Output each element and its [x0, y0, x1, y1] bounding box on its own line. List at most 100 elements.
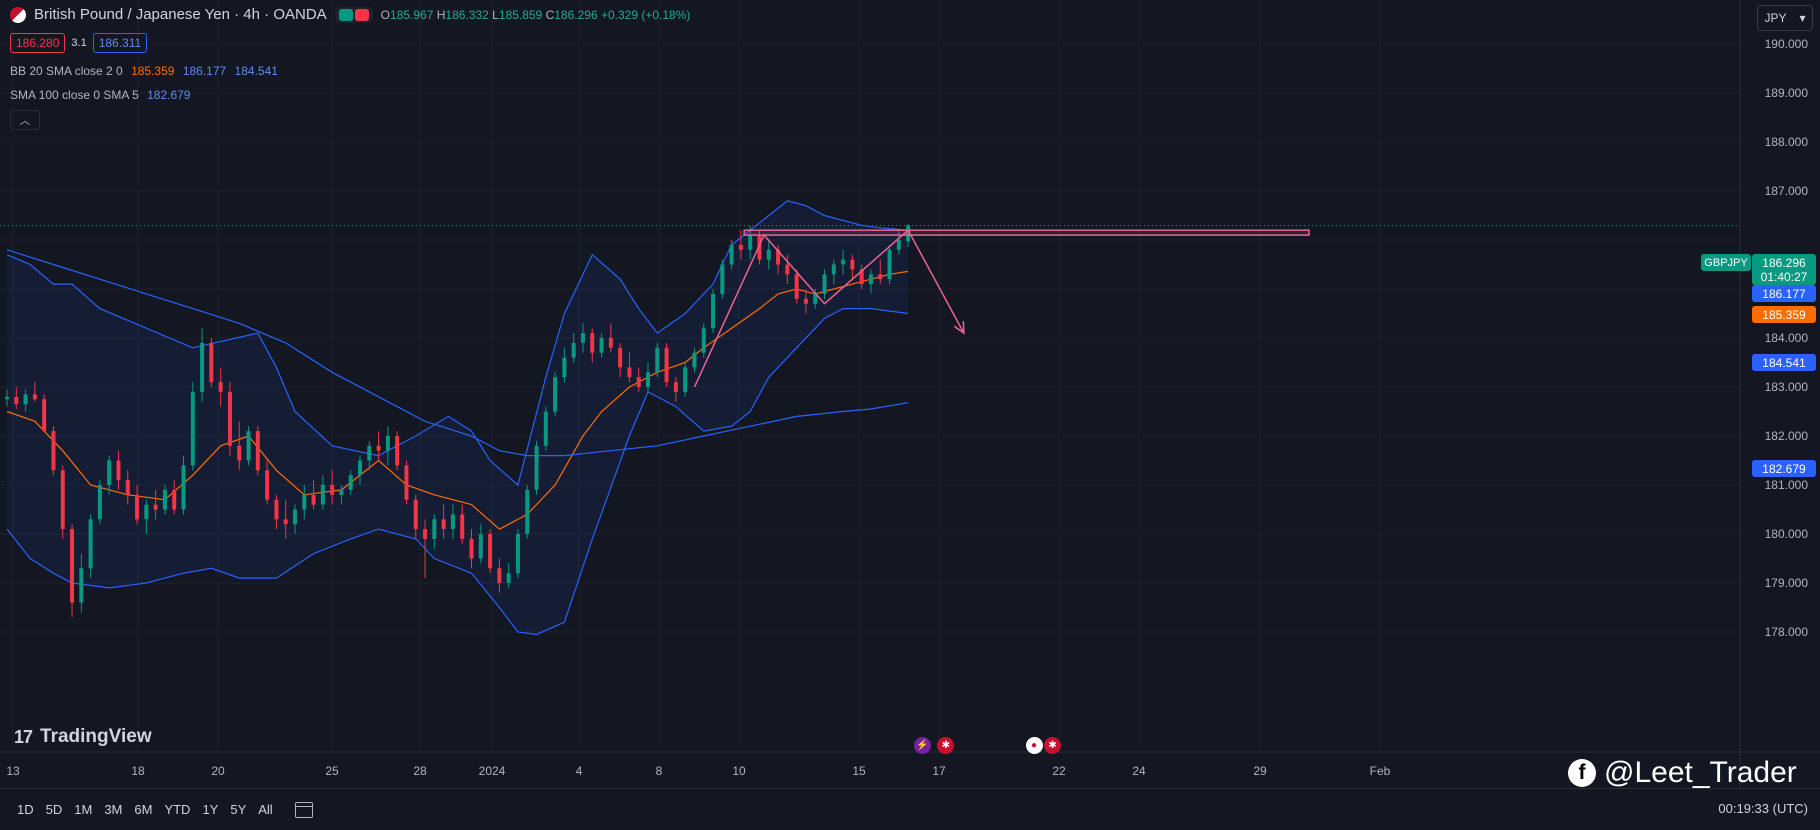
candle-body — [859, 269, 864, 285]
time-axis-label: 20 — [211, 764, 225, 778]
candle-body — [292, 509, 297, 525]
time-axis-label: 8 — [655, 764, 663, 778]
candle-body — [14, 396, 19, 405]
collapse-legend-button[interactable]: ︿ — [10, 110, 40, 130]
chevron-down-icon: ▾ — [1799, 11, 1806, 25]
candle-body — [590, 333, 595, 353]
price-axis-label: 181.000 — [1764, 478, 1808, 492]
timeframe-buttons: 1D 5D 1M 3M 6M YTD 1Y 5Y All — [0, 802, 273, 817]
timeframe-button-ytd[interactable]: YTD — [164, 802, 191, 817]
candle-body — [144, 504, 149, 520]
tradingview-logo[interactable]: 17 TradingView — [14, 726, 152, 748]
flag-jp-event-icon[interactable]: ● — [1025, 737, 1043, 754]
candle-body — [218, 382, 223, 392]
candle-body — [181, 465, 186, 510]
price-axis-label: 183.000 — [1764, 380, 1808, 394]
candle-body — [70, 529, 75, 603]
resistance-zone-rect — [743, 229, 1310, 236]
candle-body — [906, 225, 911, 242]
flag-uk-event-icon[interactable]: ✱ — [937, 737, 955, 754]
bottom-toolbar: 1D 5D 1M 3M 6M YTD 1Y 5Y All 00:19:33 (UTC) — [0, 788, 1820, 830]
candle-body — [711, 293, 716, 329]
candle-body — [162, 489, 167, 510]
candle-body — [608, 338, 613, 348]
timeframe-button-all[interactable]: All — [258, 802, 273, 817]
candle-body — [506, 573, 511, 583]
bb-band-fill — [7, 200, 909, 635]
utc-clock[interactable]: 00:19:33 (UTC) — [1718, 801, 1808, 816]
candle-body — [107, 460, 112, 485]
price-axis-label: 188.000 — [1764, 135, 1808, 149]
candle-body — [255, 431, 260, 471]
candle-body — [404, 465, 409, 500]
currency-dropdown[interactable]: JPY ▾ — [1757, 5, 1813, 31]
candle-body — [497, 568, 502, 583]
timeframe-button-5y[interactable]: 5Y — [230, 802, 247, 817]
timeframe-button-5d[interactable]: 5D — [45, 802, 63, 817]
candle-body — [646, 372, 651, 387]
sma-line — [6, 249, 909, 457]
candle-body — [358, 460, 363, 476]
candle-body — [88, 519, 93, 569]
price-axis-label: 190.000 — [1764, 37, 1808, 51]
sma-indicator-legend[interactable]: SMA 100 close 0 SMA 5 182.679 — [10, 88, 190, 102]
candle-body — [469, 538, 474, 559]
time-axis-label: 15 — [852, 764, 866, 778]
spread-value: 3.1 — [71, 37, 87, 49]
time-axis-label: 4 — [575, 764, 583, 778]
candle-body — [813, 293, 818, 304]
sell-button[interactable]: 186.280 — [10, 33, 66, 53]
flag-uk-event-icon[interactable]: ✱ — [1044, 737, 1062, 754]
time-axis-label: 28 — [413, 764, 427, 778]
bb-indicator-legend[interactable]: BB 20 SMA close 2 0 185.359 186.177 184.… — [10, 64, 278, 78]
candle-body — [125, 480, 130, 495]
status-pill[interactable] — [334, 6, 373, 23]
author-watermark: f @Leet_Trader — [1568, 756, 1797, 790]
time-axis-label: 22 — [1052, 764, 1066, 778]
price-axis-label: 182.000 — [1764, 429, 1808, 443]
candle-body — [515, 534, 520, 574]
bb-basis-value: 185.359 — [131, 64, 175, 78]
timeframe-button-6m[interactable]: 6M — [134, 802, 153, 817]
candle-body — [395, 436, 400, 466]
symbol-title[interactable]: British Pound / Japanese Yen · 4h · OAND… — [34, 6, 327, 23]
buy-button[interactable]: 186.311 — [92, 33, 148, 53]
down-arrow-line — [907, 229, 965, 334]
candle-body — [580, 333, 585, 343]
last-price-value: 186.296 — [1762, 255, 1806, 270]
time-axis-label: 2024 — [478, 764, 506, 778]
candle-body — [97, 485, 102, 520]
candle-body — [822, 274, 827, 294]
timeframe-button-1m[interactable]: 1M — [74, 802, 93, 817]
candle-body — [51, 431, 56, 471]
last-price-tag: 186.296 01:40:27 — [1752, 254, 1816, 285]
calendar-icon[interactable] — [294, 801, 313, 818]
earnings-event-icon[interactable]: ⚡ — [914, 737, 932, 754]
ohlc-values: O185.967 H186.332 L185.859 C186.296 +0.3… — [380, 7, 691, 22]
timeframe-button-3m[interactable]: 3M — [104, 802, 123, 817]
candle-body — [571, 342, 576, 358]
timeframe-button-1y[interactable]: 1Y — [202, 802, 219, 817]
candle-body — [283, 519, 288, 525]
candle-body — [311, 494, 316, 505]
candle-body — [636, 377, 641, 387]
timeframe-button-1d[interactable]: 1D — [17, 802, 34, 817]
candle-body — [655, 347, 660, 373]
bb-lower-value: 184.541 — [234, 64, 278, 78]
candle-body — [330, 485, 335, 495]
candle-body — [673, 382, 678, 392]
candle-body — [683, 367, 688, 392]
currency-label: JPY — [1764, 11, 1787, 25]
candle-body — [738, 244, 743, 250]
candle-body — [172, 489, 177, 510]
candle-body — [237, 445, 242, 461]
price-axis-label: 178.000 — [1764, 625, 1808, 639]
time-axis-label: 25 — [325, 764, 339, 778]
market-open-dot-icon — [338, 8, 353, 21]
candle-body — [23, 394, 28, 405]
sma-value: 182.679 — [147, 88, 191, 102]
candle-body — [757, 235, 762, 260]
candle-body — [887, 249, 892, 280]
candle-body — [135, 494, 140, 520]
